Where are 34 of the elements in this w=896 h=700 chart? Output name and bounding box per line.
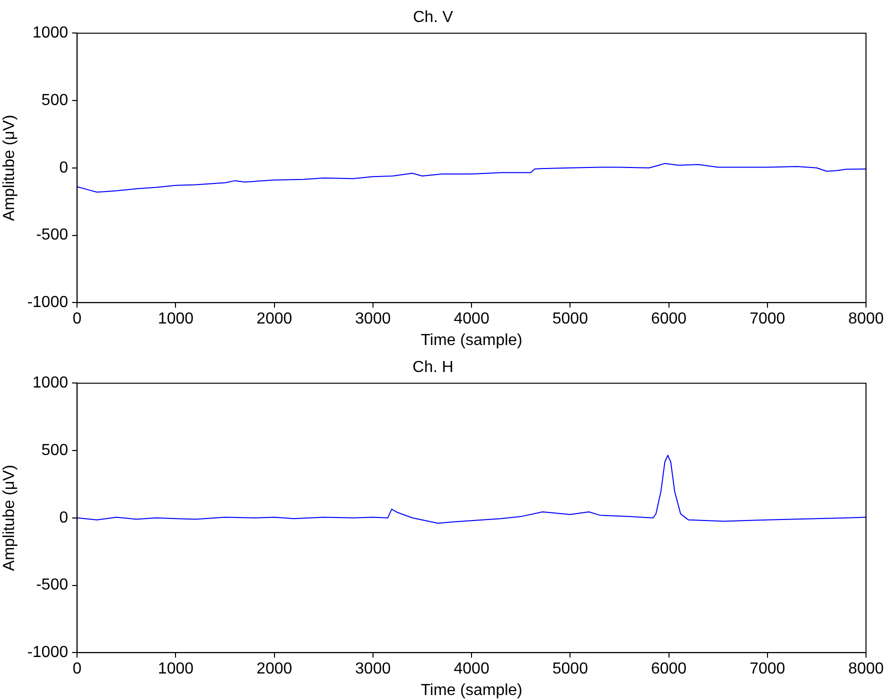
y-tick-label: 1000 bbox=[32, 24, 68, 42]
y-tick-label: 0 bbox=[59, 159, 68, 176]
chart-title: Ch. V bbox=[412, 9, 454, 26]
x-tick-label: 0 bbox=[72, 660, 82, 678]
x-tick-label: 3000 bbox=[355, 310, 391, 328]
y-tick-label: 500 bbox=[41, 92, 68, 109]
y-axis-title: Amplitube (μV) bbox=[1, 114, 18, 221]
x-tick-label: 6000 bbox=[650, 310, 687, 328]
y-tick-label: -1000 bbox=[27, 294, 68, 312]
x-tick-label: 6000 bbox=[650, 660, 687, 678]
x-tick-label: 7000 bbox=[750, 310, 786, 328]
chart-title: Ch. H bbox=[412, 359, 454, 376]
y-tick-label: 1000 bbox=[32, 374, 68, 392]
x-tick-label: 0 bbox=[72, 310, 82, 328]
x-axis-title: Time (sample) bbox=[420, 332, 522, 349]
x-tick-label: 4000 bbox=[454, 310, 490, 328]
x-tick-label: 2000 bbox=[256, 660, 292, 678]
y-tick-label: 500 bbox=[41, 442, 68, 459]
x-tick-label: 1000 bbox=[158, 660, 194, 678]
x-tick-label: 5000 bbox=[552, 310, 588, 328]
x-tick-label: 5000 bbox=[552, 660, 588, 678]
y-tick-label: -1000 bbox=[27, 644, 68, 662]
y-tick-label: -500 bbox=[36, 576, 68, 594]
x-tick-label: 2000 bbox=[256, 310, 292, 328]
x-tick-label: 7000 bbox=[750, 660, 786, 678]
x-tick-label: 1000 bbox=[158, 310, 194, 328]
y-tick-label: 0 bbox=[59, 509, 68, 526]
x-tick-label: 8000 bbox=[848, 310, 884, 328]
x-axis-title: Time (sample) bbox=[420, 682, 522, 699]
x-tick-label: 4000 bbox=[454, 660, 490, 678]
x-tick-label: 8000 bbox=[848, 660, 884, 678]
y-axis-title: Amplitube (μV) bbox=[1, 464, 18, 571]
y-tick-label: -500 bbox=[36, 226, 68, 244]
x-tick-label: 3000 bbox=[355, 660, 391, 678]
